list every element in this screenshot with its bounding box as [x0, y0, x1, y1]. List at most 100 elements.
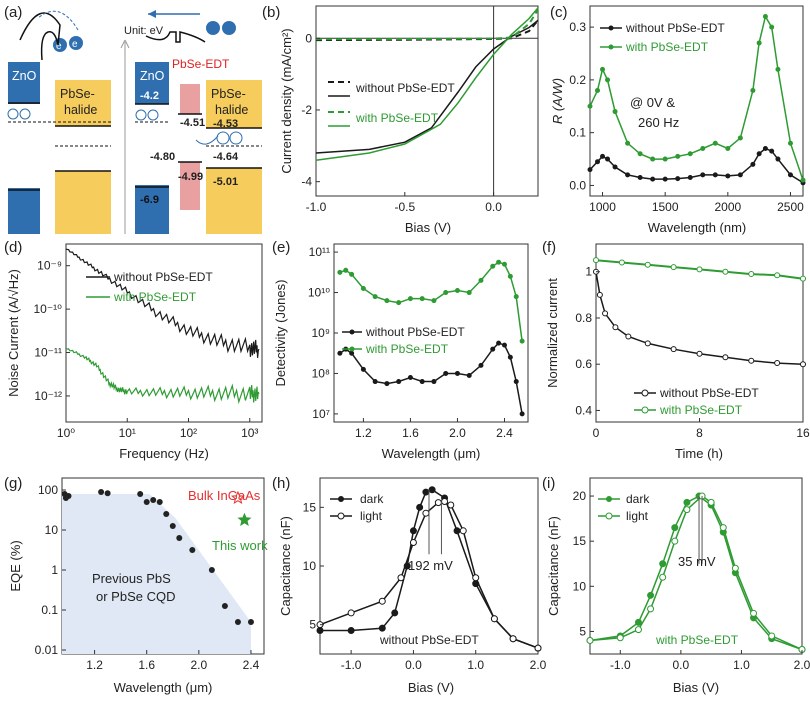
electron-icon: [147, 109, 159, 121]
stab-with-point: [670, 264, 677, 271]
pbse-right-label2: halide: [215, 103, 248, 117]
panel-c-legend-1: without PbSe-EDT: [625, 21, 725, 35]
previous-work-point: [150, 497, 157, 503]
panel-c-label: (c): [550, 4, 568, 21]
panel-i-note: with PbSe-EDT: [655, 633, 739, 647]
zno-left-label: ZnO: [12, 69, 37, 83]
cv-light-point: [647, 605, 655, 613]
pbse-right-cb: [206, 80, 262, 128]
panel-i-y-tick-label: 15: [573, 534, 587, 548]
electron-icon: [7, 108, 19, 120]
panel-d-x-tick-label: 10³: [241, 426, 258, 440]
panel-b-y-tick-label: 0: [305, 31, 312, 45]
det-without-point: [396, 379, 402, 385]
panel-b-y-tick-label: -2: [301, 103, 312, 117]
panel-h-x-tick-label: 0.0: [405, 658, 422, 672]
resp-with-point: [712, 140, 718, 146]
previous-work-point: [221, 603, 228, 609]
det-without-point: [431, 379, 437, 385]
det-with-point: [396, 300, 402, 306]
panel-d-y-tick-label: 10⁻¹¹: [34, 346, 62, 360]
det-with-point: [519, 338, 525, 344]
stab-without-point: [670, 346, 677, 353]
panel-f-y-tick-label: 0.6: [575, 357, 592, 371]
panel-d-label: (d): [4, 239, 22, 256]
panel-f-legend: without PbSe-EDT with PbSe-EDT: [634, 386, 759, 417]
cv-dark-point: [391, 609, 399, 617]
panel-h-shift: 192 mV: [408, 558, 453, 573]
electron-icon: [135, 109, 147, 121]
legend-marker-green: [605, 512, 613, 520]
panel-c-x-tick-label: 2000: [714, 200, 741, 214]
previous-work-point: [137, 491, 144, 497]
panel-g-y-tick-label: 10: [45, 523, 59, 537]
det-without-point: [501, 342, 507, 348]
jv-series-2: [315, 9, 539, 41]
panel-e-label: (e): [272, 239, 290, 256]
panel-i-legend-2: light: [626, 509, 649, 523]
level-edt-vb: -4.99: [178, 171, 203, 183]
resp-without-point: [687, 175, 693, 181]
panel-d-y-tick-label: 10⁻¹⁰: [34, 302, 63, 316]
panel-e-x-tick-label: 2.4: [496, 426, 513, 440]
previous-work-region: [62, 494, 251, 654]
electron-icon: [69, 36, 83, 50]
cv-dark-point: [316, 627, 324, 635]
resp-with-point: [600, 66, 606, 72]
resp-without-point: [725, 173, 731, 179]
stab-without-point: [722, 354, 729, 361]
panel-d-y-tick-label: 10⁻¹²: [34, 389, 62, 403]
resp-with-point: [675, 153, 681, 159]
det-without-point: [519, 411, 525, 417]
panel-g-y-tick-label: 0.1: [41, 603, 58, 617]
stab-with-point: [722, 268, 729, 275]
panel-d-plot-frame: [65, 243, 263, 423]
edt-block-cb: [180, 84, 200, 114]
panel-e-legend: without PbSe-EDT with PbSe-EDT: [342, 325, 465, 356]
previous-work-point: [247, 619, 254, 625]
zno-right-vb: [135, 185, 169, 234]
cv-light-point: [434, 499, 442, 507]
stab-with-point: [593, 257, 599, 264]
det-with-point: [496, 259, 502, 265]
panel-g-y-tick-label: 1: [51, 563, 58, 577]
det-with-point: [501, 261, 507, 267]
det-without-point: [478, 362, 484, 368]
previous-work-point: [234, 619, 241, 625]
resp-without-point: [700, 172, 706, 178]
this-work-star-icon: [237, 512, 252, 526]
panel-g-x-tick-label: 1.6: [138, 658, 155, 672]
cv-dark-point: [378, 624, 386, 632]
panel-e-y-tick-label: 10⁹: [312, 326, 331, 340]
resp-with-point: [762, 14, 768, 20]
panel-e-ylabel: Detectivity (Jones): [273, 280, 288, 387]
panel-f-x-tick-label: 16: [796, 426, 810, 440]
jv-series-3: [315, 7, 539, 161]
legend-marker: [608, 25, 614, 31]
panel-f-x-tick-label: 0: [593, 426, 600, 440]
cv-light-point: [671, 537, 679, 545]
panel-g-xlabel: Wavelength (μm): [114, 680, 213, 695]
panel-i-x-tick-label: 1.0: [733, 658, 750, 672]
panel-c-annotation-1: @ 0V &: [630, 95, 675, 110]
det-with-point: [443, 290, 449, 296]
panel-g-y-tick-label: 0.01: [35, 643, 59, 657]
cv-dark-point: [647, 591, 655, 599]
det-with-point: [513, 294, 519, 300]
panel-b-plot-frame: [315, 5, 539, 197]
panel-d-ylabel: Noise Current (A/√Hz): [6, 269, 21, 397]
barrier-curve: [19, 12, 61, 61]
previous-work-point: [143, 499, 150, 505]
panel-c-y-tick-label: 0.1: [569, 126, 586, 140]
resp-with-point: [612, 109, 618, 115]
panel-d-x-tick-label: 10²: [180, 426, 197, 440]
cv-light: [589, 495, 803, 651]
previous-work-point: [176, 535, 183, 541]
panel-e-x-tick-label: 1.6: [402, 426, 419, 440]
stab-without: [595, 271, 804, 365]
panel-b-ylabel: Current density (mA/cm²): [279, 28, 294, 173]
previous-work-point: [189, 547, 196, 553]
pbse-left-vb: [55, 171, 111, 234]
panel-b-jv-chart: (b) Bias (V) Current density (mA/cm²) -1…: [262, 4, 539, 235]
